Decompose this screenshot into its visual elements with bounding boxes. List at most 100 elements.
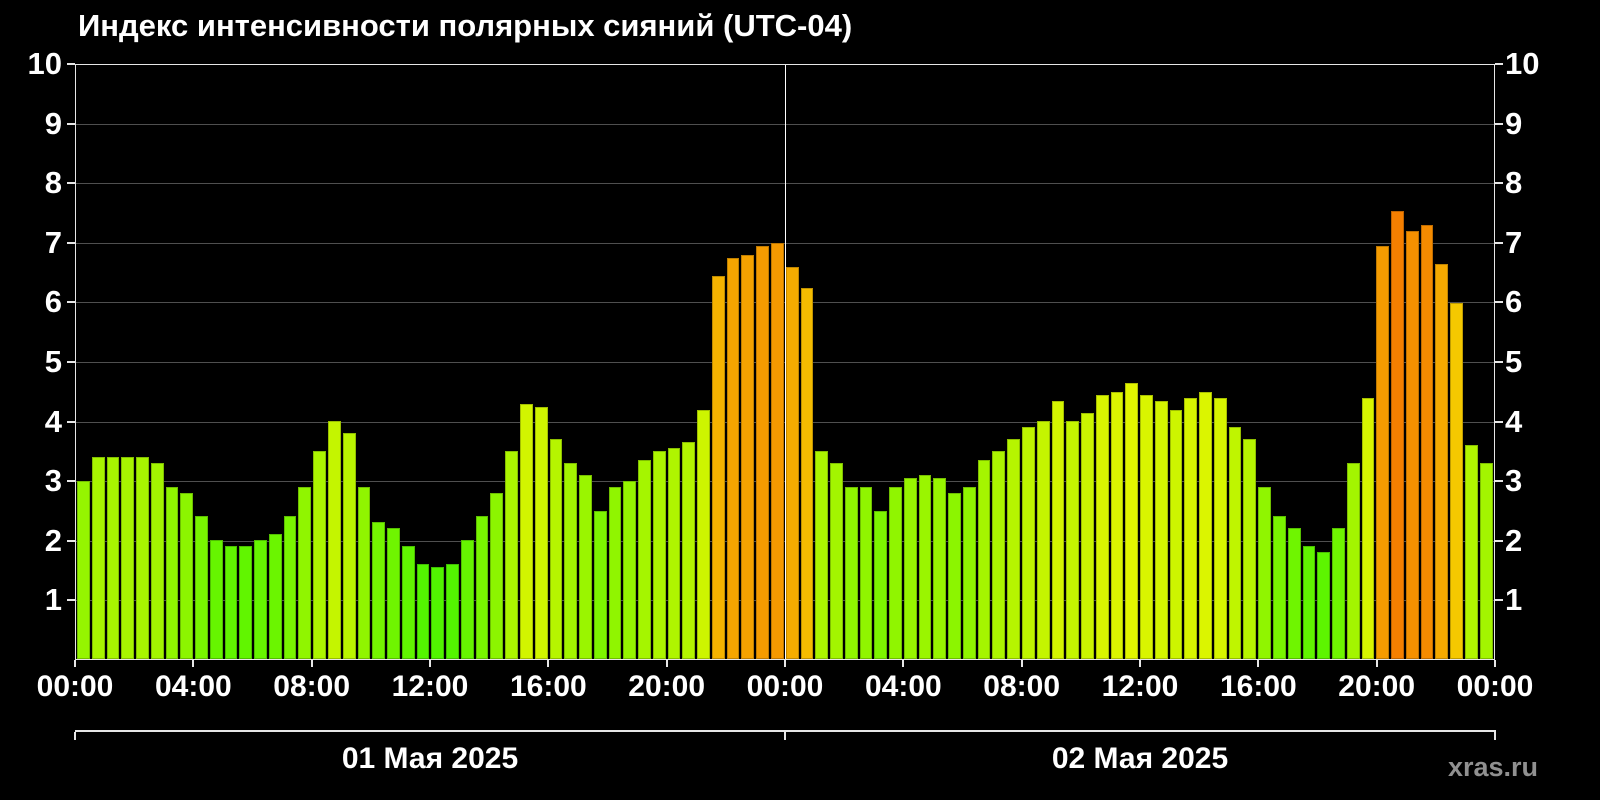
- y-tick-mark: [1495, 182, 1503, 185]
- day-boundary-line: [785, 65, 786, 659]
- y-tick-label-right: 9: [1505, 105, 1523, 141]
- x-tick-mark: [784, 660, 786, 667]
- y-tick-label-left: 1: [44, 582, 62, 618]
- x-tick-label: 08:00: [983, 670, 1061, 703]
- bar: [1140, 394, 1153, 659]
- bar: [741, 255, 755, 659]
- x-tick-mark: [1257, 660, 1260, 667]
- bar: [1273, 516, 1286, 659]
- y-tick-label-left: 5: [44, 344, 62, 379]
- bar: [106, 457, 120, 659]
- bar: [549, 439, 563, 659]
- bar: [593, 510, 607, 659]
- date-label: 02 Мая 2025: [1051, 742, 1229, 775]
- bar: [815, 451, 829, 659]
- bar: [165, 486, 179, 659]
- bar: [962, 486, 976, 659]
- bar: [254, 540, 267, 659]
- bar: [268, 534, 282, 659]
- bar: [579, 474, 592, 659]
- bar: [1154, 400, 1168, 659]
- x-tick-mark: [665, 660, 668, 667]
- x-tick-label: 00:00: [1456, 670, 1534, 703]
- bar: [1302, 546, 1316, 659]
- x-tick-mark: [192, 660, 195, 667]
- bar: [1464, 445, 1478, 659]
- bar: [460, 540, 474, 659]
- bar: [239, 546, 253, 659]
- y-tick-mark: [67, 63, 75, 65]
- x-tick-label: 16:00: [509, 670, 587, 703]
- bars-container: [76, 65, 1494, 659]
- x-tick-mark: [902, 660, 905, 667]
- bar: [431, 566, 445, 659]
- y-tick-mark: [67, 599, 75, 602]
- bar: [1405, 231, 1419, 659]
- bar: [357, 486, 371, 659]
- bar: [150, 462, 164, 659]
- bar: [313, 451, 327, 659]
- bar: [1066, 421, 1080, 659]
- y-tick-mark: [1495, 420, 1503, 423]
- bar: [608, 486, 622, 659]
- bar: [1346, 462, 1360, 659]
- bar: [180, 492, 194, 659]
- y-tick-mark: [67, 182, 75, 185]
- bar: [1022, 427, 1035, 659]
- y-tick-label-left: 9: [44, 105, 62, 141]
- y-tick-mark: [67, 122, 75, 125]
- date-axis-tick: [74, 732, 76, 740]
- chart-title: Индекс интенсивности полярных сияний (UT…: [78, 8, 853, 43]
- bar: [770, 243, 784, 659]
- bar: [756, 246, 769, 659]
- bar: [1376, 246, 1390, 659]
- bar: [534, 406, 548, 659]
- y-tick-mark: [67, 301, 75, 304]
- bar: [800, 287, 814, 659]
- x-tick-label: 04:00: [154, 670, 232, 703]
- bar: [638, 460, 651, 659]
- x-tick-label: 08:00: [273, 670, 351, 703]
- y-tick-label-right: 4: [1505, 403, 1523, 439]
- bar: [387, 528, 400, 659]
- bar: [933, 477, 947, 659]
- bar: [1243, 439, 1257, 659]
- x-tick-label: 04:00: [864, 670, 942, 703]
- bar: [874, 510, 888, 659]
- bar: [416, 563, 430, 659]
- bar: [903, 477, 917, 659]
- bar: [519, 403, 533, 659]
- bar: [1332, 528, 1345, 659]
- bar: [1081, 412, 1094, 659]
- bar: [77, 480, 90, 659]
- bar: [136, 457, 149, 659]
- bar: [948, 492, 961, 659]
- bar: [889, 486, 902, 659]
- bar: [1258, 486, 1272, 659]
- bar: [667, 448, 681, 659]
- bar: [446, 563, 459, 659]
- y-tick-mark: [1495, 122, 1503, 125]
- y-tick-label-left: 6: [44, 284, 62, 320]
- y-tick-label-left: 4: [44, 403, 62, 439]
- bar: [726, 258, 740, 659]
- y-tick-label-left: 8: [44, 165, 62, 201]
- bar: [652, 451, 666, 659]
- bar: [1228, 427, 1242, 659]
- date-axis-tick: [784, 732, 786, 740]
- y-tick-mark: [67, 241, 75, 244]
- y-tick-label-left: 3: [44, 463, 62, 499]
- bar: [1199, 391, 1212, 659]
- watermark: xras.ru: [1447, 752, 1538, 782]
- x-tick-mark: [310, 660, 313, 667]
- x-tick-mark: [74, 660, 76, 667]
- y-tick-mark: [1495, 539, 1503, 542]
- bar: [401, 546, 415, 659]
- bar: [224, 546, 238, 659]
- bar: [1420, 225, 1434, 659]
- bar: [992, 451, 1006, 659]
- y-tick-mark: [67, 480, 75, 483]
- bar: [1361, 397, 1375, 659]
- y-tick-label-left: 2: [44, 522, 62, 558]
- bar: [785, 266, 799, 659]
